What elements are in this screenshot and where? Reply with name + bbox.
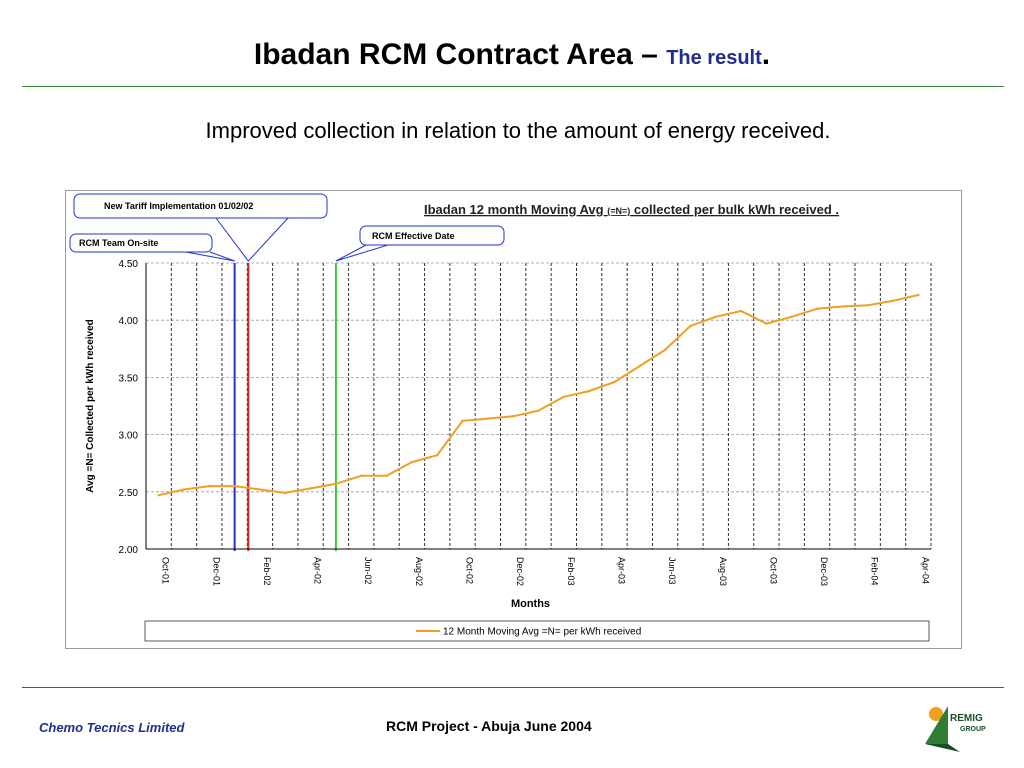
data-point	[613, 380, 616, 384]
axis-layer: 4.50 4.00 3.50 3.00 2.50 2.00 Oct-01 Dec-01 Feb-…	[85, 259, 931, 610]
y-tick-label: 2.00	[119, 545, 139, 556]
chart-frame: 4.50 4.00 3.50 3.00 2.50 2.00 Oct-01 Dec-01 Feb-…	[65, 190, 962, 649]
y-tick-label: 3.50	[119, 373, 139, 384]
chart-svg: 4.50 4.00 3.50 3.00 2.50 2.00 Oct-01 Dec-01 Feb-…	[69, 193, 932, 642]
series-layer	[157, 293, 920, 497]
x-tick-label: Oct-03	[768, 557, 778, 584]
x-tick-label: Aug-02	[414, 557, 424, 586]
data-point	[360, 474, 363, 477]
callout-team-onsite: RCM Team On-site	[69, 233, 235, 262]
x-tick-label: Aug-03	[718, 557, 728, 586]
marker-layer	[233, 263, 337, 551]
x-tick-label: Oct-02	[465, 557, 475, 584]
data-point	[208, 484, 211, 488]
data-point	[436, 453, 439, 457]
data-point	[486, 417, 490, 420]
legend-label: 12 Month Moving Avg =N= per kWh received	[443, 627, 641, 638]
chart-title: Ibadan 12 month Moving Avg (=N=) collect…	[424, 202, 839, 217]
callout-effective-date-pointer	[335, 244, 389, 262]
callout-new-tariff-pointer	[215, 217, 289, 262]
data-point	[410, 460, 414, 464]
data-point	[765, 322, 768, 325]
data-point	[891, 299, 895, 302]
callout-team-onsite-pointer	[185, 251, 235, 262]
data-point	[841, 305, 844, 308]
x-tick-label: Apr-02	[313, 557, 323, 584]
data-point	[233, 484, 236, 488]
data-point	[815, 307, 819, 310]
callout-effective-date-label: RCM Effective Date	[372, 231, 455, 241]
data-point	[917, 293, 920, 297]
data-point	[157, 494, 160, 497]
x-tick-label: Dec-02	[515, 557, 525, 586]
data-point	[511, 415, 515, 418]
x-tick-label: Jun-02	[363, 557, 373, 585]
callout-team-onsite-label: RCM Team On-site	[79, 238, 158, 248]
data-point	[714, 315, 717, 318]
data-point	[309, 487, 312, 490]
y-tick-label: 3.00	[119, 431, 139, 442]
x-tick-label: Feb-02	[262, 557, 272, 586]
x-tick-label: Feb-04	[870, 557, 880, 586]
x-tick-label: Oct-01	[161, 557, 171, 584]
footer-project: RCM Project - Abuja June 2004	[386, 718, 592, 734]
legend-box	[144, 620, 930, 642]
callout-new-tariff: New Tariff Implementation 01/02/02	[73, 193, 328, 262]
logo-sub: GROUP	[960, 726, 986, 733]
data-point	[866, 304, 869, 307]
callout-effective-date-box	[359, 225, 505, 246]
logo-brand: REMIG	[950, 713, 983, 724]
title-divider	[22, 86, 1004, 87]
footer-divider	[22, 687, 1004, 688]
data-point	[562, 395, 566, 399]
company-name: Chemo Tecnics Limited	[39, 720, 185, 735]
data-point	[461, 419, 464, 423]
y-tick-label: 4.50	[119, 259, 139, 270]
title-main: Ibadan RCM Contract Area –	[253, 38, 667, 71]
data-point	[689, 324, 692, 328]
data-point	[385, 474, 388, 477]
data-point	[587, 389, 591, 393]
data-point	[663, 348, 667, 352]
data-point	[334, 482, 338, 485]
data-point	[537, 409, 540, 412]
slide-subtitle: Improved collection in relation to the a…	[205, 118, 831, 143]
legend: 12 Month Moving Avg =N= per kWh received	[144, 620, 930, 642]
data-point	[258, 488, 262, 491]
data-point	[284, 491, 287, 495]
data-point	[790, 315, 793, 318]
chart-title-main: Ibadan 12 month Moving Avg	[424, 202, 607, 217]
y-tick-label: 2.50	[119, 488, 139, 499]
logo-text: REMIG GROUP	[950, 713, 986, 735]
x-tick-label: Feb-03	[566, 557, 576, 586]
x-tick-label: Jun-03	[667, 557, 677, 585]
x-tick-label: Dec-03	[819, 557, 829, 586]
chart-title-rest: collected per bulk kWh received .	[630, 202, 839, 217]
callout-new-tariff-box	[73, 193, 328, 219]
data-point	[638, 364, 641, 368]
callout-effective-date: RCM Effective Date	[335, 225, 505, 262]
title-end: .	[761, 38, 771, 71]
callout-team-onsite-box	[69, 233, 213, 253]
x-tick-label: Apr-04	[920, 557, 930, 584]
grid-layer	[146, 262, 932, 549]
x-tick-label: Dec-01	[211, 557, 221, 586]
x-axis-title: Months	[511, 598, 550, 610]
title-accent: The result	[666, 47, 762, 69]
slide-title: Ibadan RCM Contract Area – The result.	[0, 38, 1024, 72]
annotation-layer: Ibadan 12 month Moving Avg (=N=) collect…	[69, 193, 930, 642]
data-point	[182, 488, 186, 491]
x-tick-label: Apr-03	[616, 557, 626, 584]
y-axis-title: Avg =N= Collected per kWh received	[85, 319, 96, 493]
remig-logo-icon	[925, 706, 960, 752]
callout-new-tariff-label: New Tariff Implementation 01/02/02	[104, 201, 253, 211]
data-point	[739, 309, 743, 313]
chart-title-unit: (=N=)	[607, 206, 630, 216]
y-tick-label: 4.00	[119, 316, 139, 327]
